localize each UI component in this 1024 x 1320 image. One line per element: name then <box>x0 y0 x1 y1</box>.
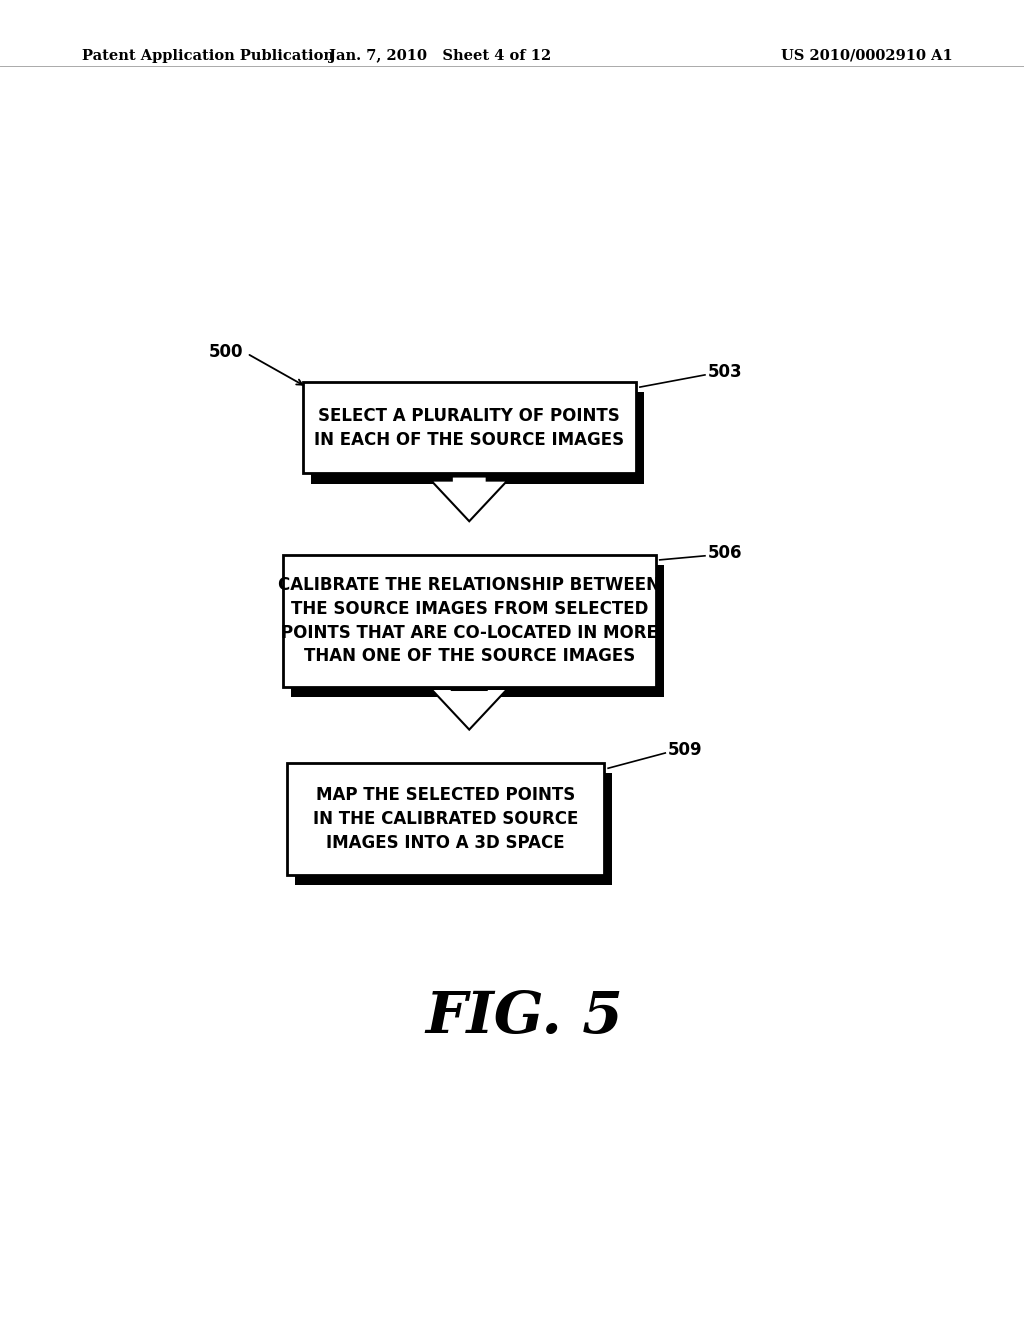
Text: Patent Application Publication: Patent Application Publication <box>82 49 334 63</box>
Bar <box>303 381 636 474</box>
Text: MAP THE SELECTED POINTS
IN THE CALIBRATED SOURCE
IMAGES INTO A 3D SPACE: MAP THE SELECTED POINTS IN THE CALIBRATE… <box>312 787 579 851</box>
Text: Jan. 7, 2010   Sheet 4 of 12: Jan. 7, 2010 Sheet 4 of 12 <box>329 49 552 63</box>
Text: CALIBRATE THE RELATIONSHIP BETWEEN
THE SOURCE IMAGES FROM SELECTED
POINTS THAT A: CALIBRATE THE RELATIONSHIP BETWEEN THE S… <box>279 577 660 665</box>
Bar <box>295 774 612 886</box>
Text: SELECT A PLURALITY OF POINTS
IN EACH OF THE SOURCE IMAGES: SELECT A PLURALITY OF POINTS IN EACH OF … <box>314 407 625 449</box>
Bar <box>283 554 655 686</box>
Polygon shape <box>431 689 507 730</box>
Bar <box>287 763 604 875</box>
Text: FIG. 5: FIG. 5 <box>426 989 624 1045</box>
Text: 506: 506 <box>708 544 741 562</box>
Polygon shape <box>431 477 507 521</box>
Text: 509: 509 <box>668 741 702 759</box>
Bar <box>310 392 644 483</box>
Bar <box>291 565 664 697</box>
Text: 503: 503 <box>708 363 742 381</box>
Text: 500: 500 <box>209 342 243 360</box>
Text: US 2010/0002910 A1: US 2010/0002910 A1 <box>780 49 952 63</box>
